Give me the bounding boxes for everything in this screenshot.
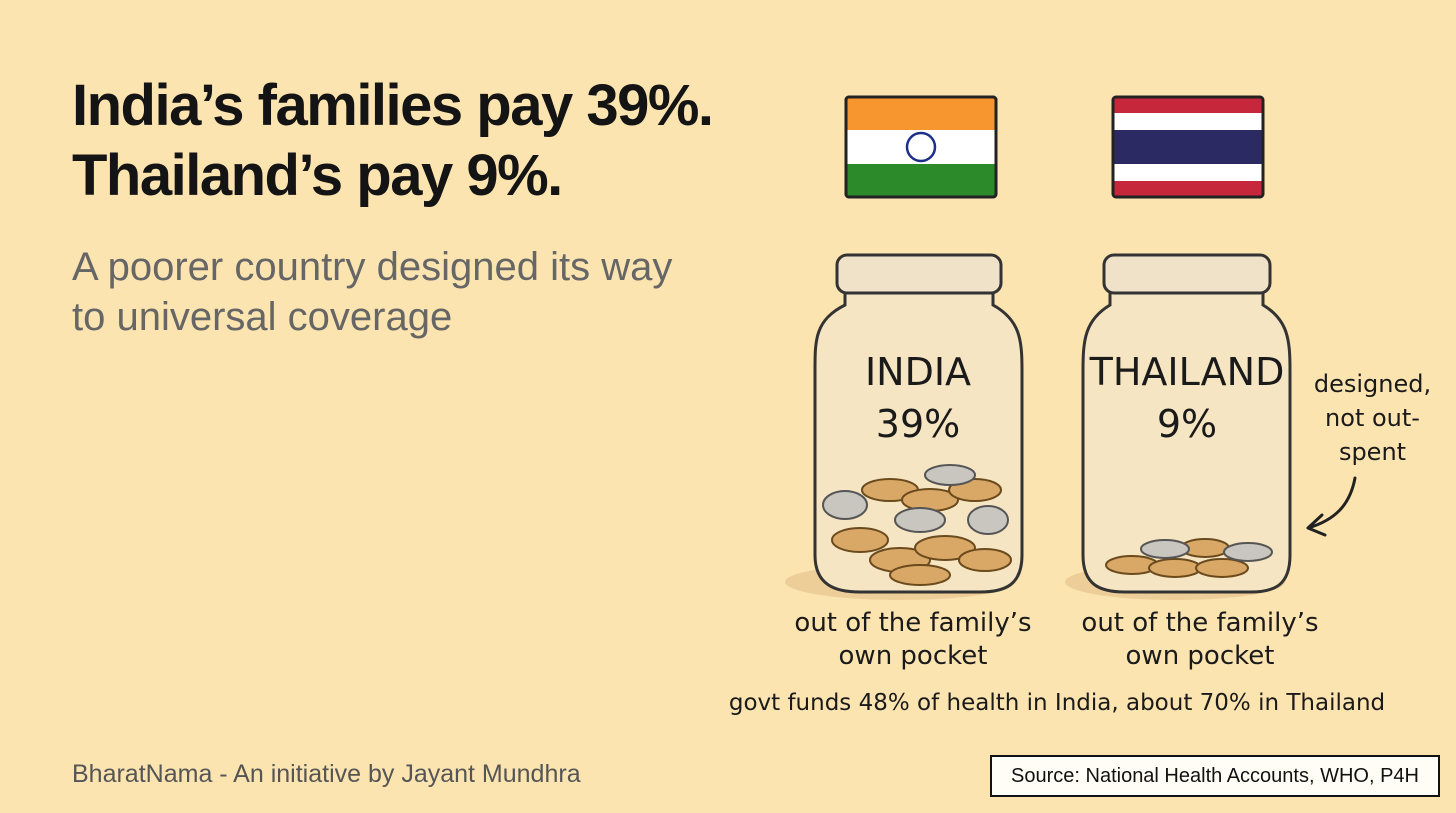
- headline: Thailand’s pay 9%.: [72, 143, 563, 208]
- jar-caption: out of the family’s own pocket: [1081, 608, 1319, 671]
- subtitle: A poorer country designed its way to uni…: [72, 245, 673, 339]
- headline: India’s families pay 39%.: [72, 73, 714, 138]
- jar-country: THAILAND: [1089, 350, 1285, 394]
- annotation: designed, not out-spent: [1313, 370, 1432, 466]
- india-flag: [844, 95, 998, 199]
- note: govt funds 48% of health in India, about…: [728, 690, 1386, 716]
- source: Source: National Health Accounts, WHO, P…: [990, 755, 1440, 797]
- jar-country: INDIA: [864, 350, 972, 394]
- jar-share: 39%: [875, 402, 961, 446]
- annotation-arrow: [1306, 476, 1357, 537]
- credit: BharatNama - An initiative by Jayant Mun…: [72, 760, 581, 788]
- jar-share: 9%: [1156, 402, 1218, 446]
- thailand-jar: [1065, 253, 1292, 600]
- india-jar: [785, 253, 1024, 600]
- thailand-flag: [1111, 95, 1265, 199]
- jar-caption: out of the family’s own pocket: [794, 608, 1032, 671]
